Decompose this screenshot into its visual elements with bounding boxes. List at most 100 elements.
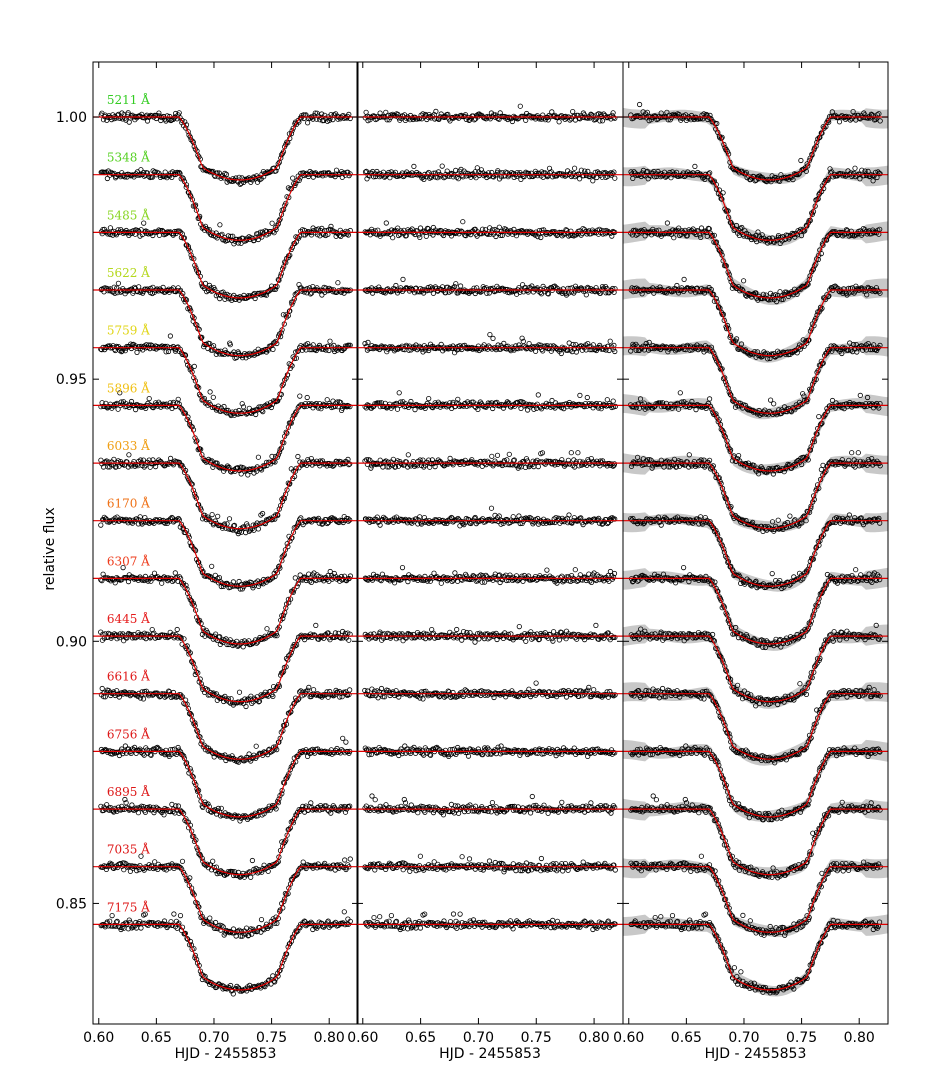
data-point bbox=[213, 631, 219, 637]
data-point bbox=[272, 283, 278, 290]
data-point bbox=[453, 281, 459, 287]
data-point bbox=[523, 346, 529, 352]
series-8-panel-raw bbox=[93, 564, 358, 650]
data-point bbox=[282, 896, 288, 902]
data-point bbox=[260, 408, 266, 415]
data-point bbox=[279, 959, 285, 966]
data-point bbox=[599, 283, 606, 290]
data-point bbox=[215, 513, 221, 519]
series-13-panel-raw bbox=[93, 853, 358, 939]
data-point bbox=[476, 111, 482, 117]
data-point bbox=[223, 171, 229, 177]
data-point bbox=[142, 286, 148, 292]
data-point bbox=[153, 115, 159, 122]
data-point bbox=[327, 338, 333, 344]
data-point bbox=[612, 286, 618, 292]
data-point bbox=[524, 407, 531, 413]
data-point bbox=[573, 349, 580, 355]
data-point bbox=[546, 286, 552, 292]
data-point bbox=[102, 694, 108, 700]
data-point bbox=[158, 518, 164, 525]
data-point bbox=[179, 117, 185, 124]
data-point bbox=[277, 446, 283, 453]
data-point bbox=[99, 685, 105, 692]
data-point bbox=[175, 396, 181, 402]
panel-plot-area bbox=[357, 103, 623, 933]
data-point bbox=[222, 347, 228, 353]
data-point bbox=[176, 459, 183, 465]
x-tick-label: 0.75 bbox=[256, 1030, 287, 1046]
data-point bbox=[253, 411, 259, 418]
data-point bbox=[175, 744, 181, 751]
data-point bbox=[585, 115, 591, 121]
data-point bbox=[268, 404, 274, 411]
data-point bbox=[578, 167, 585, 173]
data-point bbox=[136, 284, 142, 290]
model-line bbox=[93, 923, 358, 991]
data-point bbox=[192, 664, 198, 671]
data-point bbox=[270, 693, 276, 700]
data-point bbox=[126, 452, 132, 458]
data-point bbox=[205, 285, 211, 291]
data-point bbox=[311, 632, 317, 638]
data-point bbox=[307, 291, 314, 297]
data-point bbox=[152, 859, 158, 865]
model-line bbox=[93, 808, 358, 876]
data-point bbox=[240, 813, 246, 819]
data-point bbox=[237, 988, 243, 994]
data-point bbox=[109, 912, 115, 919]
data-point bbox=[259, 510, 266, 517]
data-point bbox=[141, 220, 147, 226]
data-point bbox=[248, 526, 254, 532]
data-point bbox=[535, 392, 541, 398]
data-point bbox=[580, 288, 587, 294]
data-point bbox=[169, 578, 176, 585]
data-point bbox=[482, 403, 488, 409]
data-point bbox=[509, 118, 516, 125]
data-point bbox=[213, 919, 219, 926]
series-3-panel-raw bbox=[93, 280, 358, 361]
data-point bbox=[330, 229, 336, 235]
data-point bbox=[503, 346, 510, 352]
data-point bbox=[345, 456, 351, 462]
data-point bbox=[365, 339, 371, 345]
data-point bbox=[179, 406, 185, 412]
data-point bbox=[589, 288, 595, 294]
data-point bbox=[123, 690, 129, 696]
series-0-panel-raw bbox=[93, 110, 358, 187]
data-point bbox=[198, 335, 204, 341]
data-point bbox=[252, 928, 258, 935]
data-point bbox=[313, 622, 319, 629]
x-tick-label: 0.70 bbox=[198, 1030, 229, 1046]
data-point bbox=[236, 689, 243, 695]
series-5-panel-raw bbox=[93, 390, 358, 478]
data-point bbox=[433, 108, 439, 115]
data-point bbox=[219, 923, 225, 929]
data-point bbox=[472, 226, 478, 232]
data-point bbox=[143, 405, 149, 411]
data-point bbox=[383, 220, 389, 226]
series-7-panel-raw bbox=[93, 513, 358, 592]
wavelength-label: 5211 Å bbox=[107, 92, 150, 107]
data-point bbox=[383, 109, 389, 115]
data-point bbox=[163, 747, 169, 753]
data-point bbox=[538, 234, 544, 241]
data-point bbox=[292, 575, 298, 581]
data-point bbox=[287, 825, 293, 831]
data-point bbox=[295, 348, 301, 354]
data-point bbox=[492, 226, 498, 233]
data-point bbox=[115, 280, 122, 286]
data-point bbox=[98, 457, 104, 463]
data-point bbox=[426, 169, 432, 176]
data-point bbox=[306, 684, 312, 691]
data-point bbox=[225, 407, 231, 413]
data-point bbox=[451, 350, 458, 356]
data-point bbox=[269, 453, 275, 459]
data-point bbox=[312, 110, 318, 116]
data-point bbox=[210, 858, 216, 864]
data-point bbox=[334, 399, 340, 405]
data-point bbox=[396, 390, 402, 396]
data-point bbox=[541, 286, 547, 292]
data-point bbox=[245, 472, 251, 478]
data-point bbox=[265, 868, 271, 874]
